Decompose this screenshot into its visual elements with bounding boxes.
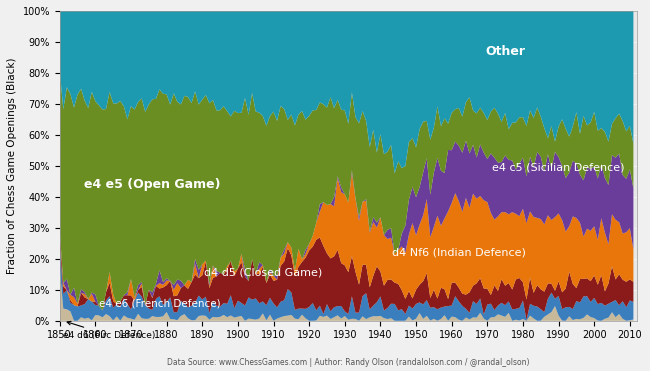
Text: d4 d5 (Closed Game): d4 d5 (Closed Game) [203,268,322,278]
Text: Other: Other [485,45,525,58]
Y-axis label: Fraction of Chess Game Openings (Black): Fraction of Chess Game Openings (Black) [7,58,17,274]
Text: e4 e6 (French Defence): e4 e6 (French Defence) [99,299,220,309]
Text: e4 c5 (Sicilian Defence): e4 c5 (Sicilian Defence) [492,162,625,173]
Text: d4 Nf6 (Indian Defence): d4 Nf6 (Indian Defence) [392,247,526,257]
Text: Data Source: www.ChessGames.com | Author: Randy Olson (randalolson.com / @randal: Data Source: www.ChessGames.com | Author… [167,358,530,367]
Text: e4 e5 (Open Game): e4 e5 (Open Game) [84,178,220,191]
Text: e4 d6 (Pirc Defence): e4 d6 (Pirc Defence) [63,321,155,340]
